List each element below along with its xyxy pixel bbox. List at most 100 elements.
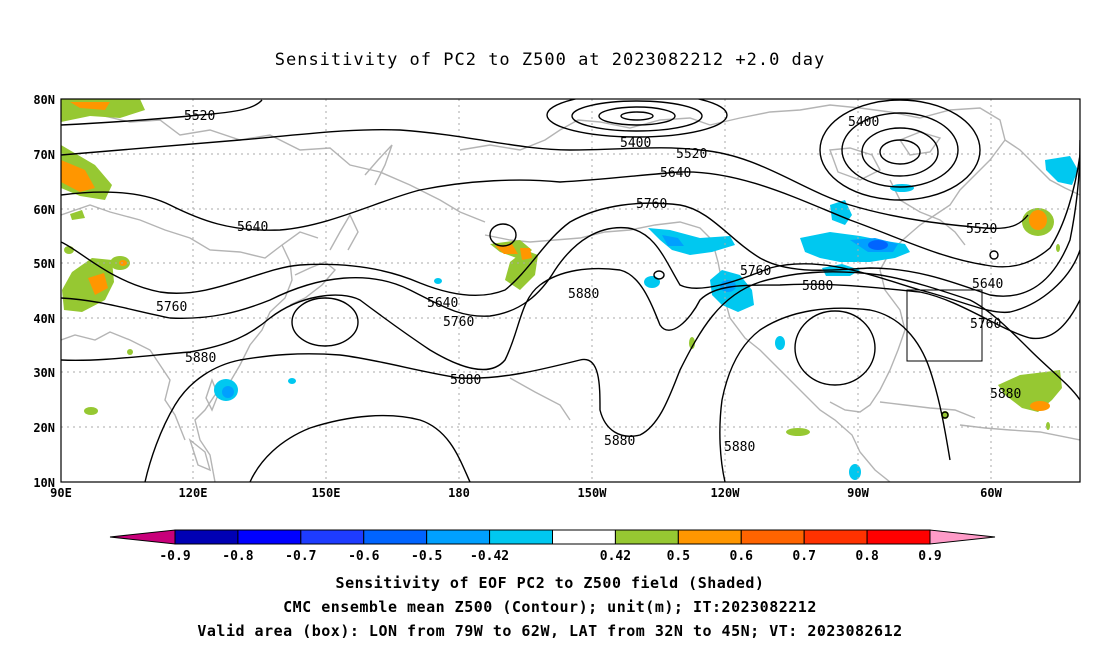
colorbar-label: 0.7	[792, 549, 815, 564]
lat-tick-label: 30N	[33, 366, 55, 380]
lat-tick-label: 80N	[33, 93, 55, 107]
lat-tick-label: 70N	[33, 148, 55, 162]
colorbar-swatch	[614, 529, 679, 545]
shade-patch-negative	[775, 336, 785, 350]
shade-patch-negative	[890, 184, 914, 192]
lat-tick-label: 20N	[33, 421, 55, 435]
caption-line-1: Sensitivity of EOF PC2 to Z500 field (Sh…	[335, 574, 765, 592]
colorbar-swatch	[426, 529, 491, 545]
contour-label: 5880	[450, 373, 481, 388]
colorbar-swatch	[677, 529, 742, 545]
contour-label: 5520	[966, 222, 997, 237]
shade-patch-negative	[648, 228, 735, 255]
lon-tick-label: 60W	[980, 486, 1002, 500]
colorbar-swatch	[174, 529, 239, 545]
colorbar-label: 0.9	[918, 549, 941, 564]
colorbar-label: 0.42	[600, 549, 631, 564]
colorbar-swatch	[300, 529, 365, 545]
shade-patch-positive	[84, 407, 98, 415]
shade-patch-positive	[1056, 244, 1060, 252]
colorbar-label: -0.8	[222, 549, 253, 564]
lon-tick-label: 90W	[847, 486, 869, 500]
shade-patch-negative	[644, 276, 660, 288]
contour-label: 5520	[184, 109, 215, 124]
colorbar-end-high	[929, 529, 996, 545]
colorbar-label: 0.5	[667, 549, 690, 564]
coastlines	[61, 99, 1080, 482]
contour-label: 5760	[156, 300, 187, 315]
colorbar-swatch	[237, 529, 302, 545]
contour-label: 5760	[740, 264, 771, 279]
lat-tick-label: 60N	[33, 203, 55, 217]
shade-patch-positive	[64, 246, 74, 254]
caption-line-2: CMC ensemble mean Z500 (Contour); unit(m…	[283, 598, 817, 616]
shade-patch-negative	[800, 232, 910, 262]
colorbar-label: -0.42	[470, 549, 509, 564]
colorbar-label: -0.5	[411, 549, 442, 564]
shade-patch-negative	[849, 464, 861, 480]
colorbar-swatch	[740, 529, 805, 545]
shade-patch-positive	[88, 273, 108, 295]
colorbar-swatch	[803, 529, 868, 545]
z500-contours	[61, 99, 1080, 482]
contour-label: 5880	[724, 440, 755, 455]
shade-patch-negative	[288, 378, 296, 384]
shade-patch-positive	[70, 102, 110, 110]
colorbar-swatch	[363, 529, 428, 545]
contour-label: 5640	[660, 166, 691, 181]
map-plot-area	[61, 99, 1080, 482]
shade-patch-negative	[1045, 156, 1078, 185]
shade-patch-positive	[1046, 422, 1050, 430]
contour-label: 5640	[972, 277, 1003, 292]
lat-tick-label: 40N	[33, 312, 55, 326]
colorbar-label: 0.8	[855, 549, 879, 564]
lon-tick-label: 150W	[578, 486, 608, 500]
lon-tick-label: 120W	[711, 486, 741, 500]
shade-patch-positive	[127, 349, 133, 355]
shade-patch-positive	[1030, 401, 1050, 411]
map-title: Sensitivity of PC2 to Z500 at 2023082212…	[274, 50, 826, 70]
contour-label: 5520	[676, 147, 707, 162]
contour-label: 5880	[568, 287, 599, 302]
shade-patch-positive	[520, 248, 532, 260]
shade-patch-positive	[998, 370, 1062, 412]
shade-patch-negative	[868, 240, 888, 250]
lon-tick-label: 120E	[179, 486, 208, 500]
shade-patch-negative	[434, 278, 442, 284]
shade-patch-negative	[720, 280, 736, 292]
colorbar-swatch	[866, 529, 931, 545]
valid-area-box	[906, 289, 983, 362]
shade-patch-positive	[61, 160, 95, 192]
contour-label: 5760	[970, 317, 1001, 332]
colorbar-label: 0.6	[730, 549, 754, 564]
colorbar-label: -0.7	[285, 549, 316, 564]
contour-label: 5640	[237, 220, 268, 235]
colorbar-end-low	[109, 529, 176, 545]
longitude-axis: 90E 120E 150E 180 150W 120W 90W 60W	[50, 486, 1002, 500]
contour-label: 5880	[185, 351, 216, 366]
colorbar: -0.9 -0.8 -0.7 -0.6 -0.5 -0.42 0.42 0.5 0.6 0.7 0.…	[109, 529, 996, 564]
lon-tick-label: 180	[448, 486, 470, 500]
contour-label: 5400	[620, 136, 651, 151]
contour-label: 5880	[604, 434, 635, 449]
shade-patch-positive	[505, 250, 538, 290]
shade-patch-positive	[786, 428, 810, 436]
shade-patch-positive	[1029, 210, 1047, 230]
caption-line-3: Valid area (box): LON from 79W to 62W, L…	[197, 622, 903, 640]
colorbar-label: -0.9	[159, 549, 190, 564]
contour-label: 5880	[990, 387, 1021, 402]
shade-patch-negative	[662, 235, 684, 246]
lon-tick-label: 90E	[50, 486, 72, 500]
shade-patch-negative	[222, 386, 234, 398]
lat-tick-label: 50N	[33, 257, 55, 271]
sensitivity-shading	[61, 99, 1078, 480]
plot-frame	[60, 98, 1081, 483]
colorbar-swatch	[489, 529, 554, 545]
contour-label: 5760	[443, 315, 474, 330]
lat-tick-label: 10N	[33, 476, 55, 490]
contour-label: 5760	[636, 197, 667, 212]
colorbar-label: -0.6	[348, 549, 379, 564]
contour-label: 5400	[848, 115, 879, 130]
contour-label: 5640	[427, 296, 458, 311]
